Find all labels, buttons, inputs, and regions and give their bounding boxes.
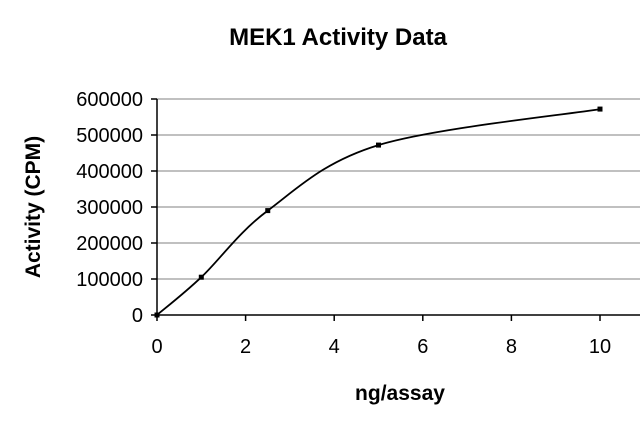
data-point	[376, 142, 381, 148]
y-tick-label: 200000	[76, 233, 143, 255]
tick-labels: 0 100000 200000 300000 400000 500000 600000 0 2 4…	[76, 89, 611, 358]
data-point	[265, 208, 271, 214]
y-tick-label: 100000	[76, 269, 143, 291]
data-point	[597, 106, 603, 112]
x-axis-label: ng/assay	[355, 382, 445, 405]
y-tick-label: 600000	[76, 89, 143, 111]
data-point	[198, 274, 204, 280]
gridlines	[157, 98, 640, 280]
x-tick-label: 6	[417, 336, 428, 358]
y-tick-label: 400000	[76, 161, 143, 183]
series	[154, 106, 603, 318]
series-line	[156, 108, 601, 316]
y-tick-label: 300000	[76, 197, 143, 219]
axes	[151, 98, 640, 321]
x-tick-label: 8	[506, 336, 517, 358]
data-point	[154, 312, 160, 318]
y-tick-label: 0	[132, 305, 143, 327]
chart-title: MEK1 Activity Data	[229, 24, 447, 51]
x-tick-label: 10	[589, 336, 611, 358]
x-tick-label: 2	[240, 336, 251, 358]
y-axis-label: Activity (CPM)	[22, 136, 45, 278]
x-tick-label: 0	[151, 336, 162, 358]
y-tick-label: 500000	[76, 125, 143, 147]
x-tick-label: 4	[329, 336, 340, 358]
